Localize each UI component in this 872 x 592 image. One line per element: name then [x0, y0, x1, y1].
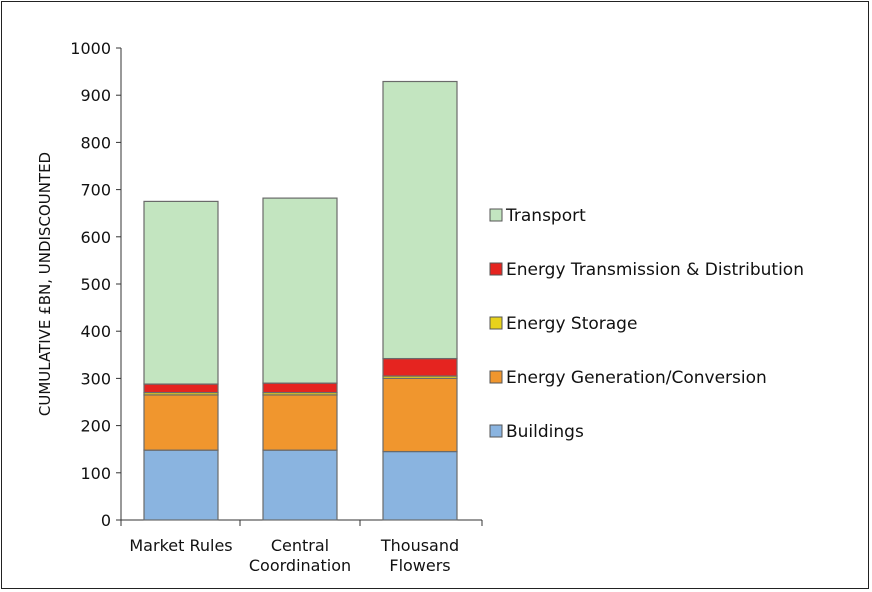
legend-swatch: [489, 370, 503, 384]
legend-swatch: [489, 262, 503, 276]
legend-label: Energy Transmission & Distribution: [506, 260, 804, 280]
y-axis-title: CUMULATIVE £BN, UNDISCOUNTED: [36, 152, 54, 416]
bar-segment: [382, 377, 458, 453]
bar-segment: [262, 394, 338, 451]
y-tick-label: 600: [80, 228, 111, 247]
x-category-label: Central: [271, 536, 329, 555]
legend-label: Energy Generation/Conversion: [506, 368, 767, 388]
y-tick-label: 900: [80, 86, 111, 105]
x-category-label: Flowers: [389, 556, 450, 575]
bar-segment: [143, 200, 219, 385]
y-tick-label: 100: [80, 464, 111, 483]
y-tick-label: 200: [80, 417, 111, 436]
bar-segment: [143, 394, 219, 451]
legend-label: Transport: [505, 206, 586, 226]
bar-segment: [262, 382, 338, 394]
bar-segment: [262, 449, 338, 521]
x-category-label: Market Rules: [129, 536, 232, 555]
bar-segment: [143, 449, 219, 521]
bar-segment: [143, 383, 219, 394]
y-tick-label: 800: [80, 133, 111, 152]
legend-swatch: [489, 316, 503, 330]
legend-swatch: [489, 208, 503, 222]
y-tick-label: 700: [80, 181, 111, 200]
y-tick-label: 0: [101, 511, 111, 530]
legend-swatch: [489, 424, 503, 438]
bar-segment: [382, 450, 458, 521]
x-category-label: Thousand: [380, 536, 459, 555]
bar-segment: [262, 197, 338, 384]
x-category-label: Coordination: [249, 556, 351, 575]
y-tick-label: 300: [80, 369, 111, 388]
legend-label: Buildings: [506, 422, 584, 442]
y-tick-label: 1000: [70, 39, 111, 58]
bar-segment: [382, 80, 458, 360]
legend-label: Energy Storage: [506, 314, 637, 334]
bar-segment: [382, 357, 458, 377]
y-tick-label: 400: [80, 322, 111, 341]
y-tick-label: 500: [80, 275, 111, 294]
